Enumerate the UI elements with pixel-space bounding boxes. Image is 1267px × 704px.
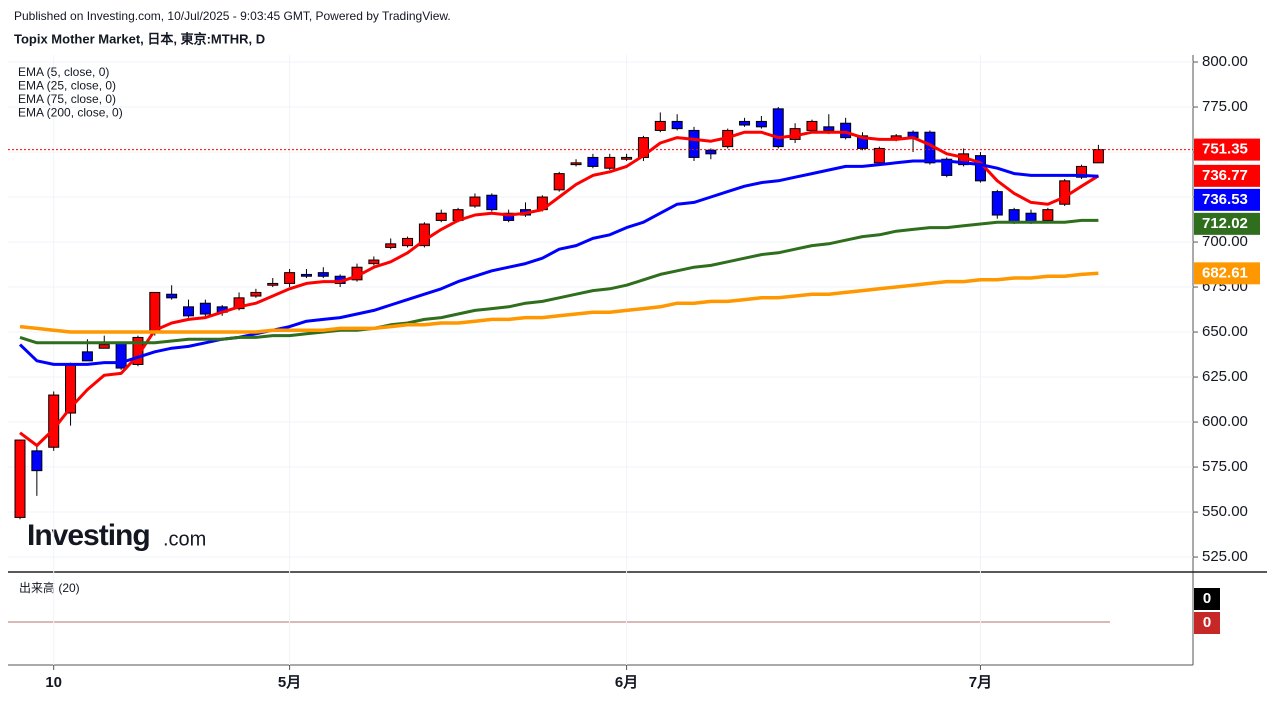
price-label-box [1194,138,1260,161]
candle-body [183,306,194,317]
price-label-box [1194,188,1260,211]
price-label: 736.77 [1202,167,1248,184]
price-label: 682.61 [1202,264,1248,281]
candle-body [250,291,262,297]
candle-body [806,120,818,131]
y-tick-label: 775.00 [1202,98,1248,115]
x-tick-label: 10 [45,674,62,691]
candle-body [317,272,329,277]
candle-body [840,122,852,139]
x-tick-label: 7月 [969,674,992,691]
candle-body [570,162,582,166]
candle-body [132,336,144,365]
price-label-box [1194,262,1260,285]
candle-body [31,450,43,472]
candle-body [402,237,414,247]
logo-suffix: .com [163,528,206,550]
candle-body [115,342,127,369]
y-tick-label: 650.00 [1202,323,1248,340]
candle-body [654,120,666,131]
candle-body [435,212,447,221]
volume-label: 0 [1203,614,1211,631]
candle-body [267,282,279,286]
volume-label: 0 [1203,590,1211,607]
candle-body [755,120,767,128]
candle-body [418,223,430,247]
candle-body [166,293,178,299]
y-tick-label: 550.00 [1202,503,1248,520]
candle-body [284,272,296,284]
candle-body [149,291,161,333]
candle-body [503,212,515,221]
candle-body [823,126,835,131]
x-tick-label: 6月 [615,674,638,691]
candle-body [873,147,885,164]
y-tick-label: 600.00 [1202,413,1248,430]
legend-entry: EMA (5, close, 0) [18,65,109,79]
candle-body [81,351,93,362]
volume-title: 出来高 (20) [19,580,80,595]
candle-body [857,135,868,149]
candle-body [1042,209,1054,221]
logo-name: Investing [27,519,150,552]
ema-line [19,218,1099,345]
candle-body [772,108,784,148]
candle-body [233,297,245,310]
candle-body [368,259,380,265]
volume-label-box [1194,588,1220,610]
candle-body [587,156,599,167]
candle-body [385,243,397,248]
legend-entry: EMA (75, close, 0) [18,92,116,106]
candle-body [941,158,953,176]
candle-body [1076,165,1088,178]
candle-body [671,120,683,130]
candle-body [14,439,26,518]
y-tick-label: 625.00 [1202,368,1248,385]
candle-body [553,173,565,191]
price-label-box [1194,164,1260,187]
y-tick-label: 700.00 [1202,233,1248,250]
candle-body [1059,180,1071,205]
candle-body [486,194,498,211]
ema-line [18,159,1099,366]
price-label: 712.02 [1202,215,1248,232]
candle-body [1092,149,1104,164]
legend-entry: EMA (200, close, 0) [18,106,123,120]
ema-line [19,130,1100,447]
candle-body [48,394,60,448]
y-tick-label: 525.00 [1202,548,1248,565]
candle-body [199,302,211,315]
price-label-box [1194,212,1260,235]
y-tick-label: 800.00 [1202,53,1248,70]
candle-body [98,344,110,349]
candle-body [705,149,717,155]
candle-body [469,196,481,207]
logo: Investing .com [27,519,206,552]
volume-label-box [1194,612,1220,634]
candle-body [604,156,616,169]
candle-body [637,137,649,158]
x-tick-label: 5月 [278,674,301,691]
candle-body [739,120,751,126]
candle-body [621,156,633,160]
price-label: 736.53 [1202,191,1248,208]
candles [14,107,1104,520]
candle-body [688,129,700,158]
ema-line [19,271,1099,334]
candle-body [1008,209,1020,223]
price-label: 751.35 [1202,141,1248,158]
chart-title: Topix Mother Market, 日本, 東京:MTHR, D [14,31,265,46]
legend-entry: EMA (25, close, 0) [18,79,116,93]
published-note: Published on Investing.com, 10/Jul/2025 … [14,9,451,23]
candle-body [991,191,1003,216]
y-tick-label: 575.00 [1202,458,1248,475]
candle-body [300,273,312,277]
